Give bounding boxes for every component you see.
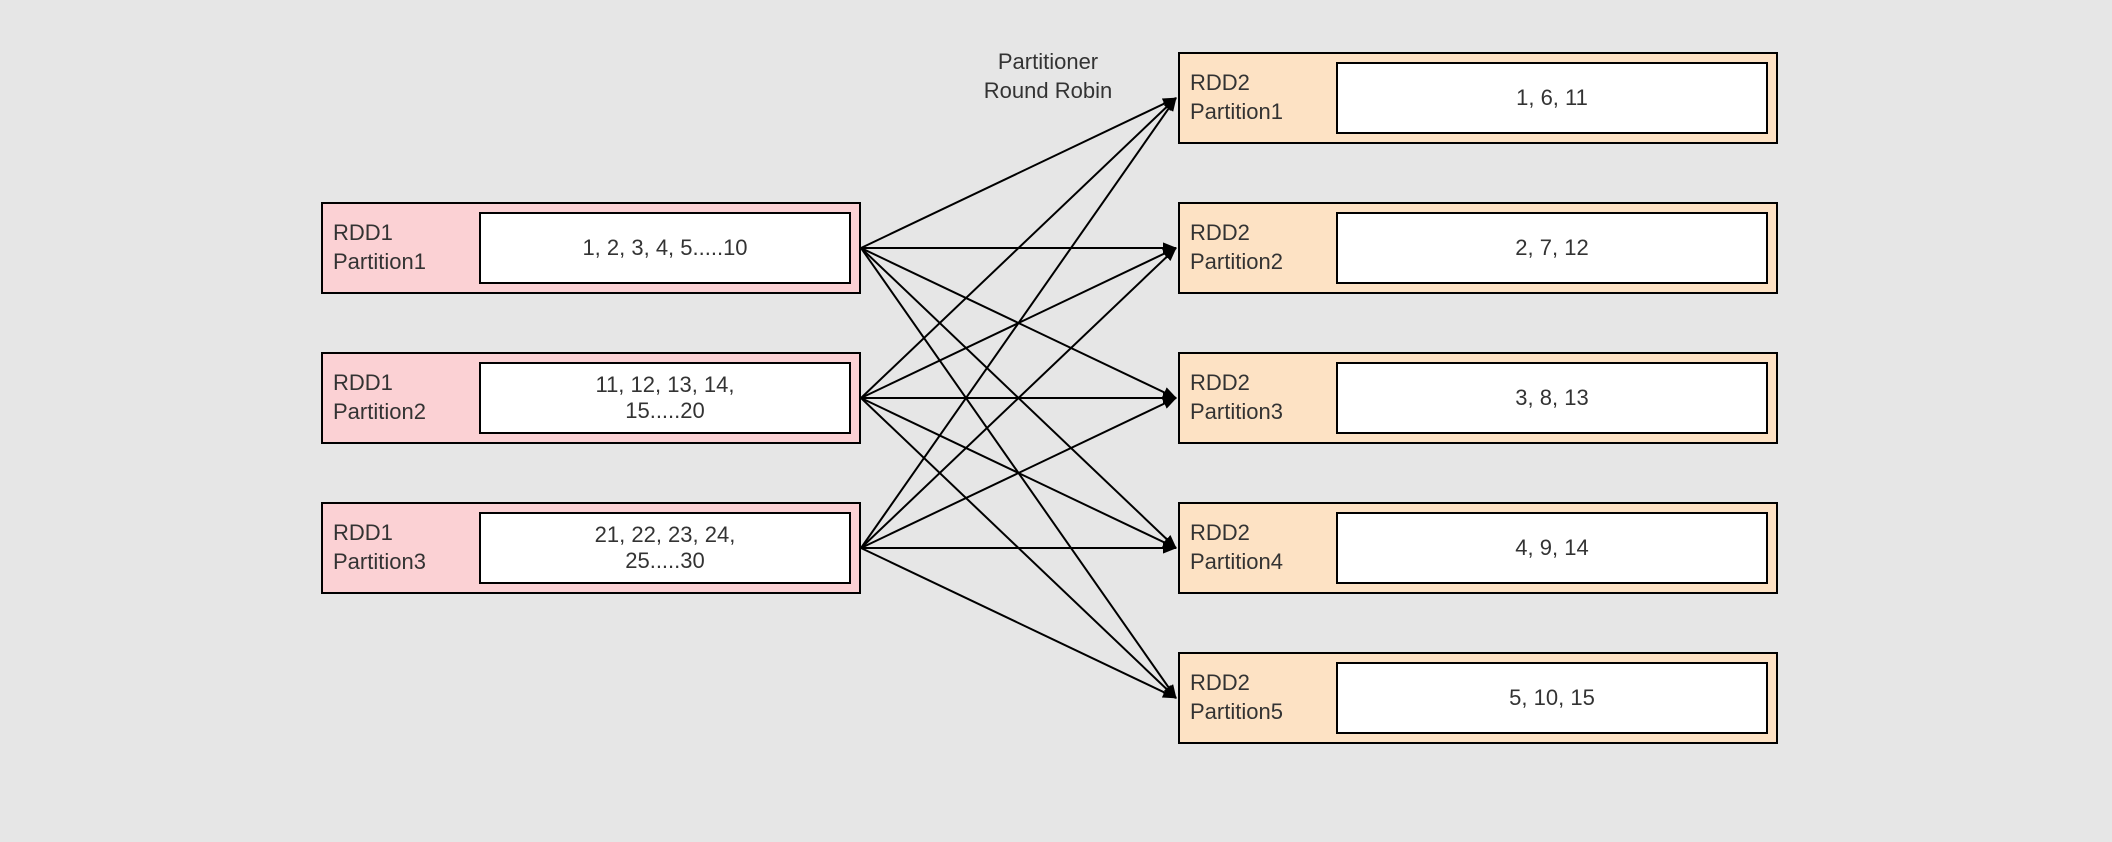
arrow-l2-r1 [861, 98, 1176, 398]
rdd2-partition-1-data: 1, 6, 11 [1336, 62, 1768, 134]
rdd1-partition-3-data: 21, 22, 23, 24, 25.....30 [479, 512, 851, 584]
rdd2-partition-3-data: 3, 8, 13 [1336, 362, 1768, 434]
rdd2-partition-1-label: RDD2 Partition1 [1180, 69, 1283, 126]
arrow-l3-r2 [861, 248, 1176, 548]
rdd1-partition-3-label: RDD1 Partition3 [323, 519, 426, 576]
arrow-l3-r5 [861, 548, 1176, 698]
arrow-layer [0, 0, 2112, 842]
rdd2-partition-4-label: RDD2 Partition4 [1180, 519, 1283, 576]
rdd2-partition-5-label: RDD2 Partition5 [1180, 669, 1283, 726]
rdd2-partition-4-data: 4, 9, 14 [1336, 512, 1768, 584]
partitioner-label: Partitioner Round Robin [958, 48, 1138, 105]
rdd1-partition-2-label: RDD1 Partition2 [323, 369, 426, 426]
arrow-l3-r3 [861, 398, 1176, 548]
arrow-l2-r2 [861, 248, 1176, 398]
arrow-l2-r5 [861, 398, 1176, 698]
rdd1-partition-1-label: RDD1 Partition1 [323, 219, 426, 276]
rdd1-partition-1-data: 1, 2, 3, 4, 5.....10 [479, 212, 851, 284]
arrow-l3-r1 [861, 98, 1176, 548]
rdd2-partition-2-label: RDD2 Partition2 [1180, 219, 1283, 276]
arrow-l2-r4 [861, 398, 1176, 548]
arrow-l1-r3 [861, 248, 1176, 398]
rdd2-partition-5-data: 5, 10, 15 [1336, 662, 1768, 734]
arrow-l1-r5 [861, 248, 1176, 698]
rdd1-partition-2-data: 11, 12, 13, 14, 15.....20 [479, 362, 851, 434]
arrow-l1-r1 [861, 98, 1176, 248]
arrow-l1-r4 [861, 248, 1176, 548]
diagram-stage: RDD1 Partition1 1, 2, 3, 4, 5.....10 RDD1 … [0, 0, 2112, 842]
rdd2-partition-2-data: 2, 7, 12 [1336, 212, 1768, 284]
rdd2-partition-3-label: RDD2 Partition3 [1180, 369, 1283, 426]
